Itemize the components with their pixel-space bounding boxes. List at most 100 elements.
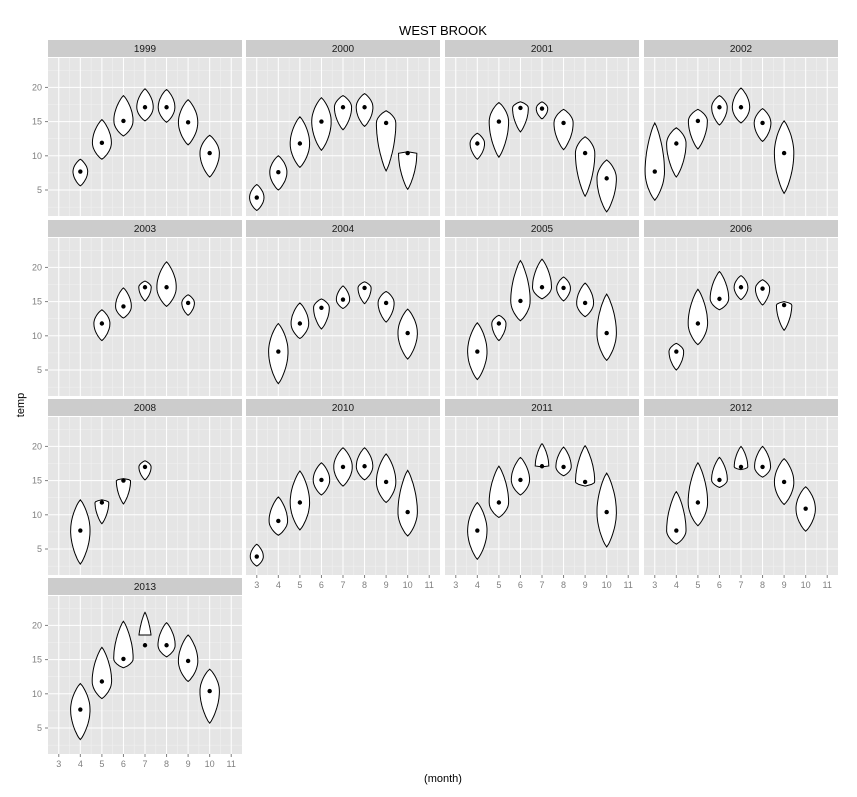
- mean-point-month-7: [738, 105, 744, 110]
- violin-month-9: [377, 290, 395, 323]
- violin-month-8: [355, 92, 374, 128]
- mean-point-month-9: [383, 300, 389, 306]
- y-axis-title: temp: [15, 393, 27, 417]
- violin-month-6: [510, 456, 531, 496]
- violin-month-7: [138, 611, 152, 636]
- violin-month-5: [488, 101, 510, 159]
- panel-2010: 2010 3 4 5 6 7 8 9 10 11: [246, 399, 440, 590]
- violin-month-9: [574, 444, 596, 487]
- x-tick-label: 9: [384, 580, 389, 590]
- panel-2008: 2008 5 10 15 20: [32, 399, 242, 575]
- mean-point-month-7: [738, 464, 744, 470]
- strip-background: [246, 399, 440, 416]
- panel-2012: 2012 3 4 5 6 7 8 9 10 11: [644, 399, 838, 590]
- violin-month-8: [156, 261, 177, 308]
- mean-point-month-6: [717, 296, 722, 302]
- strip-background: [445, 40, 639, 57]
- mean-point-month-8: [164, 105, 169, 110]
- x-tick-label: 8: [362, 580, 367, 590]
- mean-point-month-10: [604, 330, 609, 336]
- x-tick-label: 11: [425, 580, 434, 590]
- mean-point-month-8: [164, 643, 169, 648]
- violin-month-5: [94, 499, 110, 525]
- violin-month-3: [644, 121, 666, 202]
- x-tick-label: 10: [602, 580, 612, 590]
- strip-background: [445, 399, 639, 416]
- x-tick-label: 10: [403, 580, 413, 590]
- violin-month-5: [687, 461, 709, 527]
- mean-point-month-6: [518, 298, 523, 304]
- x-tick-label: 10: [205, 759, 215, 769]
- violin-month-10: [596, 159, 617, 213]
- strip-label: 2001: [531, 44, 554, 55]
- mean-point-month-8: [164, 285, 169, 290]
- strip-background: [644, 220, 838, 237]
- mean-point-month-8: [362, 285, 367, 291]
- mean-point-month-6: [717, 477, 722, 483]
- violin-month-6: [510, 259, 531, 322]
- violin-month-9: [177, 634, 199, 683]
- panel-2004: 2004: [246, 220, 440, 396]
- mean-point-month-7: [142, 464, 148, 470]
- mean-point-month-8: [561, 285, 566, 291]
- violin-month-7: [534, 442, 550, 468]
- strip-label: 2008: [134, 403, 157, 414]
- x-tick-label: 10: [801, 580, 811, 590]
- mean-point-month-5: [695, 500, 701, 505]
- strip-label: 2002: [730, 44, 753, 55]
- mean-point-month-5: [99, 500, 105, 505]
- mean-point-month-5: [99, 679, 105, 684]
- x-tick-label: 9: [583, 580, 588, 590]
- violin-month-6: [113, 94, 134, 137]
- mean-point-month-3: [652, 169, 657, 174]
- mean-point-month-10: [803, 506, 808, 511]
- x-tick-label: 3: [453, 580, 458, 590]
- violin-month-9: [773, 120, 795, 195]
- violin-month-6: [711, 95, 728, 126]
- violin-month-5: [687, 108, 708, 150]
- y-tick-label: 15: [32, 117, 42, 127]
- strip-background: [48, 220, 242, 237]
- mean-point-month-6: [121, 304, 126, 309]
- mean-point-month-7: [340, 297, 346, 302]
- y-tick-label: 10: [32, 689, 42, 699]
- mean-point-month-7: [340, 105, 346, 110]
- y-tick-label: 15: [32, 297, 42, 307]
- mean-point-month-7: [142, 643, 148, 648]
- mean-point-month-10: [405, 330, 410, 336]
- mean-point-month-4: [674, 141, 679, 146]
- x-axis-title: (month): [424, 773, 462, 785]
- mean-point-month-9: [383, 479, 389, 485]
- mean-point-month-6: [518, 477, 523, 483]
- x-tick-label: 5: [496, 580, 501, 590]
- y-tick-label: 10: [32, 151, 42, 161]
- facet-panels: 1999 5 10 15 20 2000 2001 2002 2003 5 10 15 20 2004 20…: [32, 40, 838, 769]
- mean-point-month-8: [561, 120, 566, 126]
- strip-label: 2004: [332, 224, 355, 235]
- violin-month-4: [666, 490, 687, 545]
- mean-point-month-10: [405, 150, 410, 156]
- violin-month-7: [333, 95, 353, 131]
- mean-point-month-9: [781, 479, 787, 485]
- mean-point-month-6: [319, 119, 324, 124]
- mean-point-month-9: [781, 150, 787, 156]
- x-tick-label: 7: [340, 580, 345, 590]
- mean-point-month-4: [674, 349, 679, 354]
- y-tick-label: 20: [32, 620, 42, 630]
- x-tick-label: 4: [78, 759, 83, 769]
- violin-month-5: [91, 646, 113, 700]
- violin-month-10: [199, 134, 220, 178]
- mean-point-month-4: [78, 528, 83, 533]
- mean-point-month-5: [695, 321, 701, 326]
- mean-point-month-5: [496, 119, 502, 124]
- mean-point-month-4: [276, 518, 281, 524]
- x-tick-label: 9: [782, 580, 787, 590]
- x-tick-label: 5: [297, 580, 302, 590]
- violin-month-6: [711, 456, 728, 489]
- mean-point-month-4: [276, 170, 281, 175]
- strip-label: 2012: [730, 403, 753, 414]
- mean-point-month-5: [695, 118, 701, 124]
- x-tick-label: 11: [624, 580, 633, 590]
- mean-point-month-7: [142, 285, 148, 290]
- mean-point-month-8: [362, 105, 367, 110]
